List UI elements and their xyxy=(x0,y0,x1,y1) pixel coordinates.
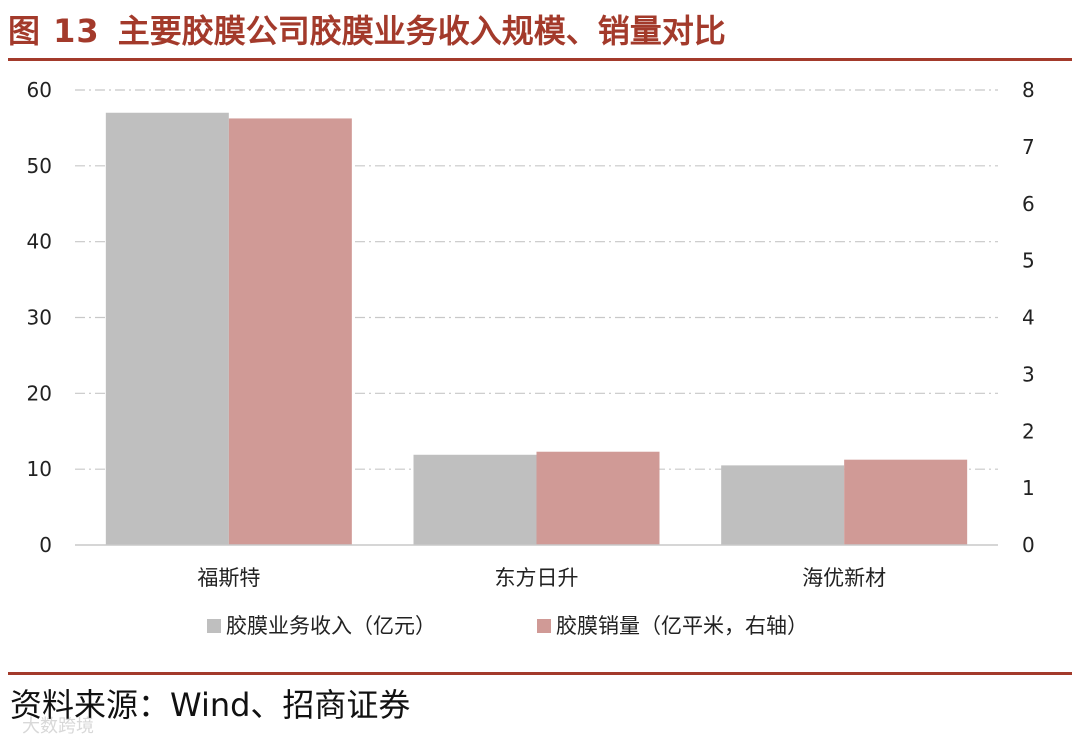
right-axis-tick-label: 8 xyxy=(1022,78,1035,102)
left-axis-tick-label: 20 xyxy=(27,381,52,405)
bar-volume xyxy=(844,459,968,545)
right-axis-tick-label: 3 xyxy=(1022,362,1035,386)
left-axis-tick-label: 0 xyxy=(39,533,52,557)
right-axis-tick-label: 6 xyxy=(1022,192,1035,216)
legend-label: 胶膜销量（亿平米，右轴） xyxy=(556,614,808,638)
source-note: 资料来源：Wind、招商证券 xyxy=(10,686,411,724)
source-divider xyxy=(8,672,1072,675)
category-label: 海优新材 xyxy=(802,566,886,590)
left-axis-tick-label: 40 xyxy=(27,230,52,254)
right-axis-tick-label: 4 xyxy=(1022,306,1035,330)
bar-chart: 0 10 20 30 40 50 60 0 1 2 3 4 5 6 7 8 福斯特 东方日升 海优新材胶膜业务收入（… xyxy=(27,78,1035,638)
left-axis-tick-label: 50 xyxy=(27,154,52,178)
right-axis-tick-label: 7 xyxy=(1022,135,1035,159)
left-axis-tick-label: 60 xyxy=(27,78,52,102)
figure-title: 图 13 主要胶膜公司胶膜业务收入规模、销量对比 xyxy=(8,0,1072,58)
bar-revenue xyxy=(721,465,845,545)
right-axis-tick-label: 0 xyxy=(1022,533,1035,557)
bar-volume xyxy=(536,451,660,545)
bar-revenue xyxy=(413,454,537,545)
right-axis-tick-label: 5 xyxy=(1022,249,1035,273)
bar-volume xyxy=(228,118,352,545)
title-divider xyxy=(8,58,1072,61)
category-label: 东方日升 xyxy=(495,566,579,590)
figure-title-text: 主要胶膜公司胶膜业务收入规模、销量对比 xyxy=(117,12,726,50)
figure-number: 图 13 xyxy=(8,12,100,50)
category-label: 福斯特 xyxy=(197,566,260,590)
right-axis-tick-label: 1 xyxy=(1022,476,1035,500)
left-axis-tick-label: 10 xyxy=(27,457,52,481)
watermark: 大数跨境 xyxy=(22,716,94,737)
legend-label: 胶膜业务收入（亿元） xyxy=(226,614,436,638)
legend-swatch xyxy=(207,619,221,633)
legend-swatch xyxy=(537,619,551,633)
right-axis-tick-label: 2 xyxy=(1022,419,1035,443)
left-axis-tick-label: 30 xyxy=(27,306,52,330)
bar-revenue xyxy=(105,112,229,545)
